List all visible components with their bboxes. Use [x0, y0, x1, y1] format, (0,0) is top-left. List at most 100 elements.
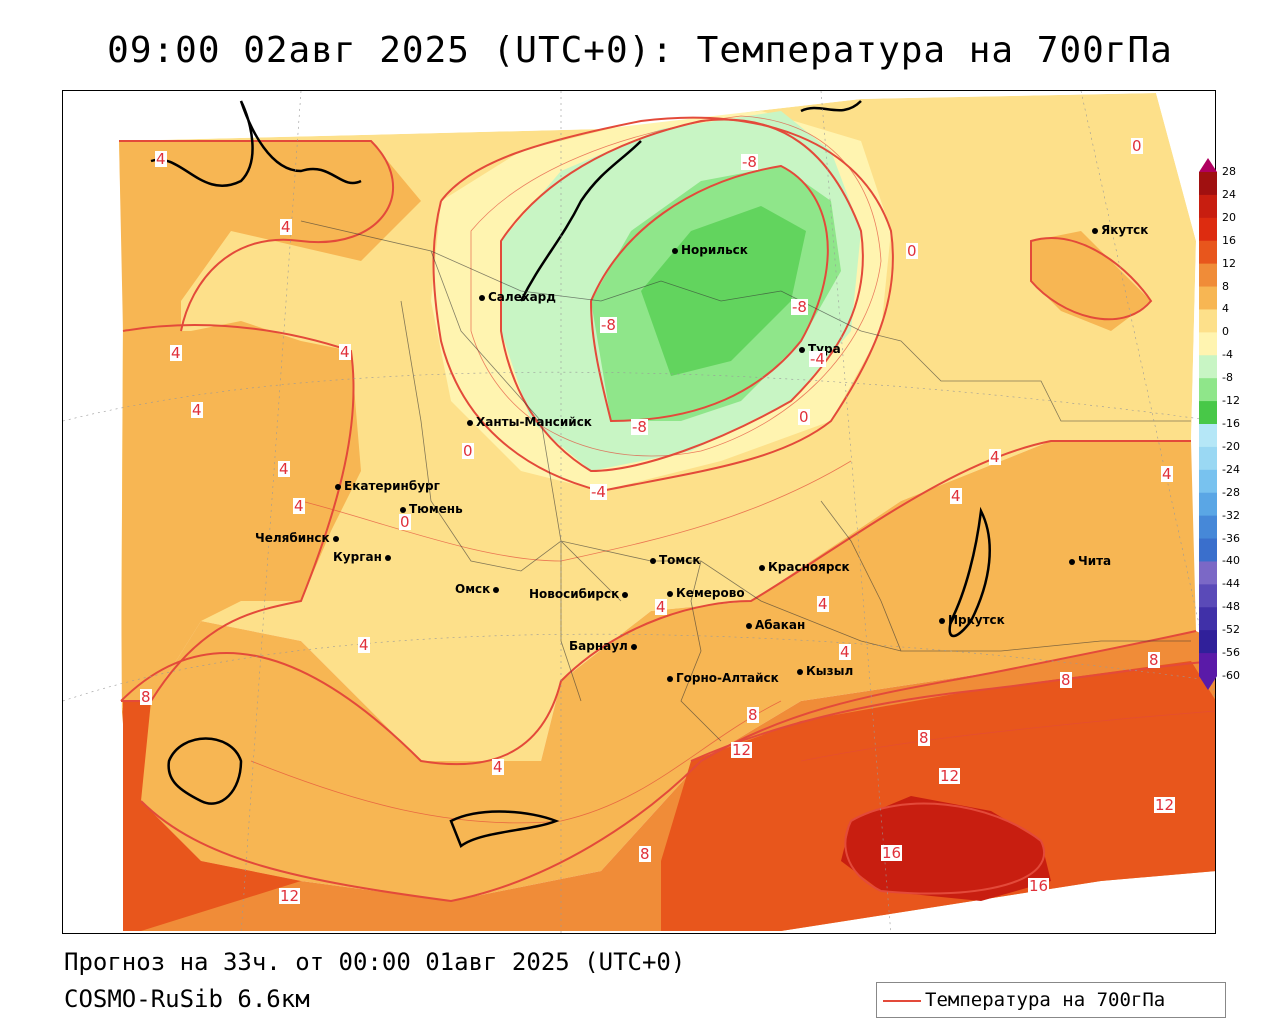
colorbar-tick-label: -20 [1222, 439, 1240, 453]
city-tyumen: Тюмень [400, 502, 463, 516]
contour-label: 0 [906, 242, 918, 260]
contour-label: 4 [492, 758, 504, 776]
city-omsk: Омск [455, 582, 502, 596]
city-yakutsk: Якутск [1092, 223, 1148, 237]
city-chelyabinsk: Челябинск [255, 531, 342, 545]
zone-8-w [123, 701, 301, 931]
colorbar-tick-label: -16 [1222, 417, 1240, 430]
contour-label: 4 [339, 343, 351, 361]
city-yekaterinburg: Екатеринбург [335, 479, 440, 493]
zone-minus16 [641, 206, 806, 376]
contour-label: 4 [170, 344, 182, 362]
contour-label: 4 [293, 497, 305, 515]
city-dot [1092, 227, 1098, 234]
graticule [63, 91, 1215, 933]
city-dot [630, 643, 637, 650]
city-dot [797, 668, 803, 675]
city-novosibirsk: Новосибирск [529, 587, 631, 601]
city-irkutsk: Иркутск [939, 613, 1005, 627]
contour-label: 16 [881, 844, 903, 862]
contour-label: 4 [278, 460, 290, 478]
contour-label: -8 [741, 153, 758, 171]
city-dot [384, 554, 391, 561]
colorbar-tick-label: -40 [1222, 554, 1240, 568]
city-dot [1069, 558, 1075, 565]
colorbar-tick-label: 28 [1222, 165, 1236, 178]
city-kemerovo: Кемерово [667, 586, 745, 600]
legend-label: Температура на 700гПа [925, 989, 1166, 1011]
colorbar-tick-label: 4 [1222, 302, 1229, 316]
colorbar-segment [1199, 424, 1217, 448]
contour-label: -8 [600, 316, 617, 334]
colorbar-tick-label: -28 [1222, 485, 1240, 499]
contour-label: 4 [1161, 465, 1173, 483]
forecast-info: Прогноз на 33ч. от 00:00 01авг 2025 (UTC… [64, 948, 686, 976]
colorbar-tick-label: 16 [1222, 233, 1236, 247]
city-abakan: Абакан [746, 618, 805, 632]
contour-label: 4 [950, 487, 962, 505]
colorbar-segment [1199, 401, 1217, 425]
contour-label: 4 [989, 448, 1001, 466]
contour-label: 4 [358, 636, 370, 654]
city-dot [939, 617, 945, 624]
city-chita: Чита [1069, 554, 1111, 568]
zone-4-s [121, 441, 1196, 901]
colorbar-tick-label: -4 [1222, 348, 1233, 362]
colorbar-segment [1199, 172, 1217, 196]
zone-4-w [121, 321, 361, 701]
colorbar-tick-label: 24 [1222, 187, 1236, 201]
contour-label: 8 [140, 688, 152, 706]
colorbar-segment [1199, 653, 1217, 677]
colorbar-segment [1199, 469, 1217, 494]
contour-label: 0 [462, 442, 474, 460]
colorbar-segment [1199, 446, 1217, 471]
colorbar-segment [1199, 194, 1217, 219]
colorbar-tick-label: -24 [1222, 462, 1240, 476]
contour-label: 12 [731, 741, 753, 759]
colorbar-segment [1199, 378, 1217, 402]
city-krasnoyarsk: Красноярск [759, 560, 850, 574]
contour-label: 4 [280, 218, 292, 236]
city-dot [622, 591, 629, 598]
city-dot [667, 590, 673, 597]
city-dot [400, 506, 406, 513]
contour-label: 4 [839, 643, 851, 661]
colorbar-tick-label: 20 [1222, 210, 1236, 224]
colorbar-tick-label: -12 [1222, 394, 1240, 408]
city-dot [335, 483, 341, 490]
colorbar-segment [1199, 584, 1217, 608]
colorbar-segment [1199, 332, 1217, 356]
colorbar-tick-label: -36 [1222, 531, 1240, 545]
colorbar-segment [1199, 309, 1217, 333]
isotherm-lines [119, 116, 1215, 903]
city-dot [667, 675, 673, 682]
city-dot [799, 346, 805, 353]
colorbar-segment [1199, 492, 1217, 517]
contour-label: 0 [1131, 137, 1143, 155]
map-title: 09:00 02авг 2025 (UTC+0): Температура на… [107, 30, 1173, 71]
colorbar-segment [1199, 217, 1217, 242]
contour-label: 0 [798, 408, 810, 426]
contour-label: 4 [655, 598, 667, 616]
colorbar-segment [1199, 630, 1217, 654]
colorbar-tick-label: -52 [1222, 623, 1240, 637]
colorbar-segment [1199, 286, 1217, 310]
colorbar-segment [1199, 607, 1217, 631]
coastlines [150, 100, 991, 848]
colorbar-tick-label: -44 [1222, 577, 1240, 591]
colorbar-tick-label: -32 [1222, 508, 1240, 522]
contour-label: 8 [1060, 671, 1072, 689]
city-barnaul: Барнаул [569, 639, 640, 653]
map-panel: Норильск Салехард Тура Якутск Ханты-Манс… [62, 90, 1216, 934]
colorbar-segment [1199, 538, 1217, 562]
city-kyzyl: Кызыл [797, 664, 853, 678]
contour-label: 8 [639, 845, 651, 863]
contour-label: 8 [1148, 651, 1160, 669]
contour-label: 12 [939, 767, 961, 785]
legend: Температура на 700гПа [876, 982, 1226, 1018]
admin-boundaries [300, 220, 1191, 742]
city-dot [650, 557, 656, 564]
colorbar-tick-label: 0 [1222, 325, 1229, 339]
colorbar-tick-label: -60 [1222, 669, 1240, 682]
colorbar-segment [1199, 355, 1217, 379]
